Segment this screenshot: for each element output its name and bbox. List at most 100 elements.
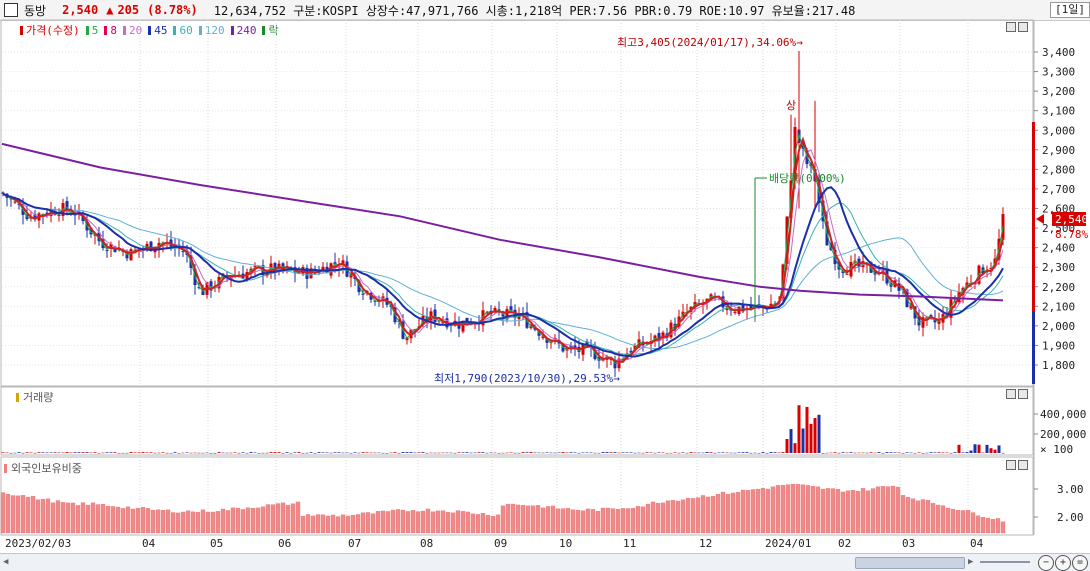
- stock-chart[interactable]: 3,400 3,300 3,200 3,100 3,000 2,900 2,800 2,700…: [0, 0, 1090, 553]
- minimize-icon[interactable]: [1006, 389, 1016, 399]
- candle-body: [181, 251, 185, 253]
- scroll-thumb[interactable]: [855, 557, 965, 569]
- foreign-panel-controls[interactable]: [1006, 460, 1028, 470]
- foreign-ratio-bar: [170, 512, 176, 534]
- volume-bar: [517, 452, 521, 454]
- legend-item[interactable]: 60: [179, 23, 193, 37]
- legend-item[interactable]: 120: [204, 23, 225, 37]
- volume-bar: [905, 452, 909, 453]
- volume-bar: [457, 452, 461, 453]
- high-annotation: 최고3,405(2024/01/17),34.06%→: [617, 36, 803, 49]
- stock-name[interactable]: 동방: [24, 3, 47, 18]
- volume-bar: [857, 452, 861, 454]
- volume-bar: [217, 452, 221, 453]
- foreign-ratio-bar: [55, 500, 61, 534]
- legend-item[interactable]: 가격(수정): [26, 24, 80, 37]
- foreign-ratio-bar: [565, 508, 571, 534]
- foreign-ratio-bar: [755, 488, 761, 534]
- foreign-ratio-bar: [615, 509, 621, 534]
- zoom-in-icon[interactable]: +: [1055, 555, 1071, 571]
- volume-bar: [841, 452, 845, 453]
- foreign-ratio-bar: [605, 507, 611, 534]
- foreign-ratio-bar: [70, 502, 76, 534]
- volume-bar: [49, 452, 53, 453]
- legend-item[interactable]: 45: [154, 23, 168, 37]
- foreign-ratio-bar: [440, 510, 446, 534]
- volume-bar: [709, 452, 713, 453]
- volume-bar: [965, 452, 969, 453]
- volume-bar: [881, 452, 885, 454]
- volume-bar: [345, 452, 349, 454]
- candle-body: [741, 303, 745, 312]
- legend-item[interactable]: 락: [268, 24, 279, 37]
- volume-bar: [497, 452, 501, 454]
- scroll-right-icon[interactable]: ▶: [968, 557, 974, 567]
- y-tick-label: 1,800: [1042, 359, 1075, 372]
- foreign-ratio-bar: [980, 517, 986, 534]
- scroll-left-icon[interactable]: ◀: [3, 557, 9, 567]
- volume-bar: [729, 452, 733, 454]
- legend-item[interactable]: 8: [110, 23, 117, 37]
- volume-bar: [349, 452, 353, 454]
- volume-bar: [605, 452, 609, 453]
- candle-body: [65, 201, 69, 212]
- minimize-icon[interactable]: [1006, 460, 1016, 470]
- y-tick-label: 2,400: [1042, 242, 1075, 255]
- volume-bar: [901, 452, 905, 454]
- volume-bar: [941, 452, 945, 454]
- foreign-ratio-bar: [715, 494, 721, 534]
- volume-bar: [313, 452, 317, 454]
- foreign-ratio-bar: [790, 483, 796, 534]
- volume-panel-controls[interactable]: [1006, 389, 1028, 399]
- volume-bar: [785, 439, 789, 453]
- foreign-ratio-bar: [365, 512, 371, 534]
- foreign-ratio-bar: [75, 505, 81, 534]
- panel-controls[interactable]: [1006, 22, 1028, 32]
- foreign-ratio-bar: [590, 509, 596, 534]
- volume-bar: [697, 452, 701, 454]
- ma45-line: [2, 186, 1004, 358]
- volume-bar: [713, 452, 717, 454]
- foreign-ratio-bar: [950, 508, 956, 534]
- legend-item[interactable]: 20: [128, 23, 143, 37]
- y-tick-label: 3,400: [1042, 46, 1075, 59]
- low-annotation: 최저1,790(2023/10/30),29.53%→: [434, 372, 620, 385]
- chart-scrollbar[interactable]: ◀ ▶ − + =: [0, 553, 1090, 571]
- volume-bar: [81, 452, 85, 453]
- candle-body: [581, 344, 585, 355]
- foreign-ratio-bar: [935, 504, 941, 534]
- volume-bar: [389, 452, 393, 454]
- volume-bar: [865, 452, 869, 454]
- volume-bar: [505, 452, 509, 454]
- close-icon[interactable]: [1018, 460, 1028, 470]
- foreign-ratio-bar: [830, 488, 836, 534]
- candle-body: [149, 241, 153, 252]
- foreign-ratio-bar: [850, 490, 856, 534]
- zoom-out-icon[interactable]: −: [1038, 555, 1054, 571]
- ma60-line: [2, 193, 1004, 356]
- select-checkbox[interactable]: [4, 3, 18, 17]
- foreign-ratio-bar: [720, 491, 726, 534]
- close-icon[interactable]: [1018, 389, 1028, 399]
- volume-tick-label: 200,000: [1040, 428, 1086, 441]
- volume-bar: [993, 449, 997, 453]
- legend-swatch: [262, 25, 266, 35]
- period-selector[interactable]: [1일]: [1050, 2, 1090, 18]
- foreign-ratio-bar: [350, 514, 356, 534]
- foreign-ratio-bar: [710, 496, 716, 534]
- foreign-ratio-bar: [320, 514, 326, 534]
- volume-bar: [149, 452, 153, 453]
- zoom-reset-icon[interactable]: =: [1072, 555, 1088, 571]
- minimize-icon[interactable]: [1006, 22, 1016, 32]
- foreign-ratio-bar: [250, 507, 256, 534]
- legend-item[interactable]: 5: [91, 23, 99, 37]
- zoom-slider[interactable]: [980, 561, 1030, 563]
- volume-bar: [421, 452, 425, 453]
- volume-bar: [117, 452, 121, 454]
- foreign-ratio-bar: [230, 507, 236, 534]
- legend-item[interactable]: 240: [236, 23, 257, 37]
- foreign-ratio-bar: [130, 508, 136, 534]
- close-icon[interactable]: [1018, 22, 1028, 32]
- volume-bar: [409, 452, 413, 453]
- volume-bar: [645, 452, 649, 453]
